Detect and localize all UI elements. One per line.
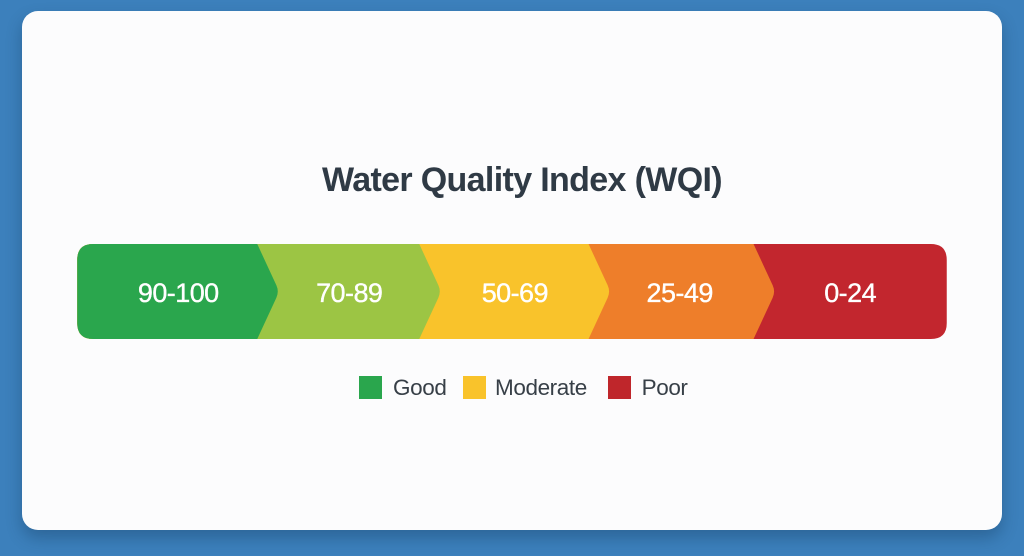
- svg-text:50-69: 50-69: [482, 278, 548, 308]
- svg-text:70-89: 70-89: [316, 278, 382, 308]
- svg-text:0-24: 0-24: [824, 278, 876, 308]
- svg-text:25-49: 25-49: [646, 278, 712, 308]
- svg-text:90-100: 90-100: [138, 278, 219, 308]
